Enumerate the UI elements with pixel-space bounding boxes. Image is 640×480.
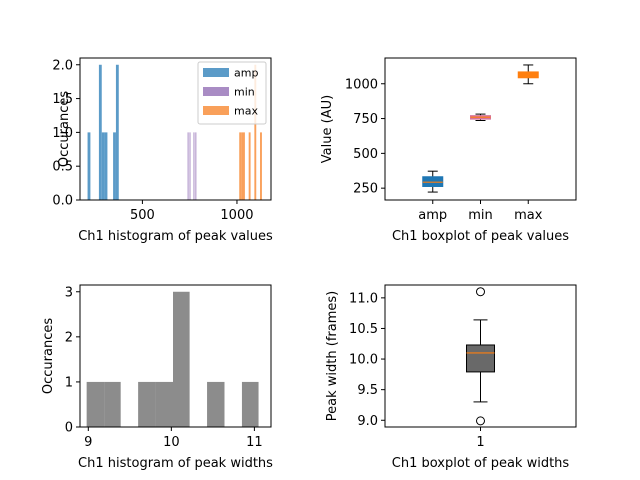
histogram-bar-amp xyxy=(98,64,102,200)
x-tick-label: min xyxy=(468,208,493,223)
y-tick-label: 0.0 xyxy=(52,194,73,209)
y-axis-label: Occurances xyxy=(41,318,56,394)
histogram-bar-max xyxy=(239,132,242,200)
axes-frame xyxy=(79,57,272,201)
histogram-bar xyxy=(86,381,105,427)
y-tick-label: 10.5 xyxy=(349,322,378,337)
histogram-bar-max xyxy=(241,132,244,200)
x-tick-label: max xyxy=(514,208,543,223)
legend-swatch-max xyxy=(203,106,229,115)
histogram-bar-max xyxy=(248,132,251,200)
legend-entry: amp xyxy=(234,67,258,80)
histogram-bar xyxy=(207,381,225,427)
outlier-point xyxy=(476,416,485,426)
x-tick-label: amp xyxy=(418,208,447,223)
peak-widths-histogram: 0 1 2 3 9 10 11 Ch1 histogram of peak widths Occ… xyxy=(41,284,273,471)
x-tick-label: 1000 xyxy=(220,208,253,223)
y-tick-label: 0.5 xyxy=(52,160,73,175)
x-tick-label: 9 xyxy=(84,435,92,450)
histogram-bar-min xyxy=(193,132,195,200)
axes-frame xyxy=(384,57,577,201)
peak-widths-boxplot: 9.0 9.5 10.0 10.5 11.0 1 Ch1 boxplot of peak w… xyxy=(325,284,577,471)
y-tick-label: 1.5 xyxy=(52,92,73,107)
y-tick-label: 250 xyxy=(353,182,378,197)
histogram-bar-amp xyxy=(113,132,116,200)
axes-frame xyxy=(79,284,272,428)
x-axis-label: Ch1 boxplot of peak values xyxy=(392,229,569,244)
x-axis-label: Ch1 histogram of peak values xyxy=(78,229,273,244)
histogram-bar-amp xyxy=(104,132,108,200)
outlier-point xyxy=(476,287,485,297)
y-tick-label: 9.0 xyxy=(357,414,378,429)
y-tick-label: 750 xyxy=(353,112,378,127)
y-tick-label: 2.0 xyxy=(52,58,73,73)
histogram-bar xyxy=(138,381,156,427)
peak-values-histogram: 0.0 0.5 1.0 1.5 2.0 500 1000 Ch1 histogram of p… xyxy=(52,57,273,244)
y-tick-label: 1000 xyxy=(345,77,378,92)
y-tick-label: 9.5 xyxy=(357,383,378,398)
x-tick-label: 11 xyxy=(246,435,263,450)
histogram-bar-amp xyxy=(101,132,105,200)
histogram-bar-min xyxy=(195,132,197,200)
legend-entry: max xyxy=(234,105,258,118)
peak-values-boxplot: 250 500 750 1000 amp min max Ch1 boxplot of pea… xyxy=(320,57,577,244)
legend-entry: min xyxy=(234,86,255,99)
y-tick-label: 1 xyxy=(65,375,73,390)
legend-swatch-min xyxy=(203,87,229,96)
y-tick-label: 10.0 xyxy=(349,353,378,368)
box xyxy=(466,344,495,373)
legend: amp min max xyxy=(197,61,267,125)
histogram-bar-max xyxy=(260,132,262,200)
y-tick-label: 2 xyxy=(65,330,73,345)
histogram-bar-min xyxy=(187,132,189,200)
y-tick-label: 11.0 xyxy=(349,291,378,306)
y-tick-label: 1.0 xyxy=(52,126,73,141)
histogram-bar-amp xyxy=(115,64,119,200)
histogram-bar-min xyxy=(189,132,191,200)
y-axis-label: Occurances xyxy=(57,91,72,167)
histogram-bar xyxy=(104,381,121,427)
x-axis-label: Ch1 histogram of peak widths xyxy=(78,456,273,471)
y-tick-label: 500 xyxy=(353,147,378,162)
x-tick-label: 10 xyxy=(163,435,180,450)
histogram-bar-amp xyxy=(87,132,91,200)
x-tick-label: 1 xyxy=(476,435,484,450)
histogram-bar xyxy=(241,381,259,427)
histogram-bar-max xyxy=(254,64,257,200)
histogram-bar-max xyxy=(243,132,245,200)
legend-swatch-amp xyxy=(203,68,229,77)
y-axis-label: Peak width (frames) xyxy=(325,291,340,421)
x-axis-label: Ch1 boxplot of peak widths xyxy=(392,456,570,471)
y-tick-label: 3 xyxy=(65,285,73,300)
histogram-bar xyxy=(155,381,174,427)
histogram-bar xyxy=(173,291,190,427)
y-axis-label: Value (AU) xyxy=(320,95,335,163)
x-tick-label: 500 xyxy=(130,208,155,223)
y-tick-label: 0 xyxy=(65,421,73,436)
